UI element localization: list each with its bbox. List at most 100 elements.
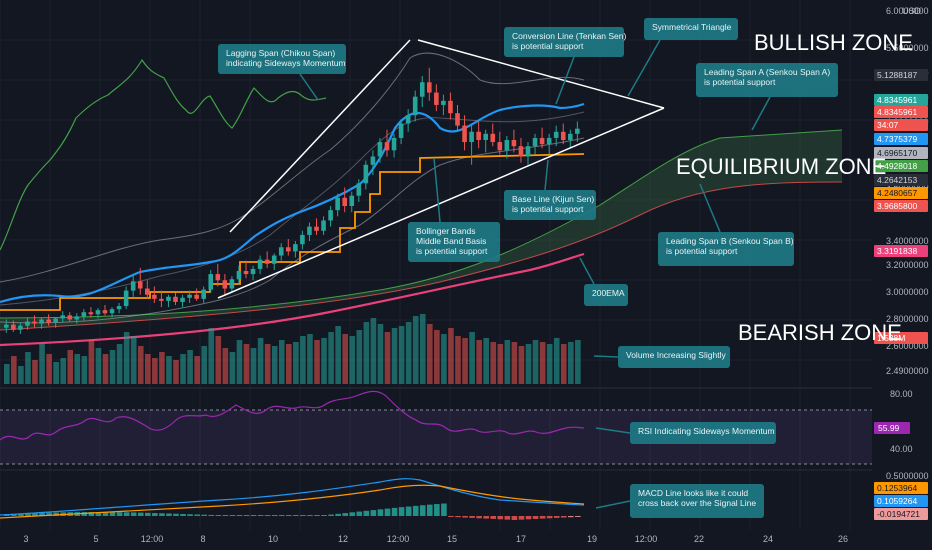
volume-bar (335, 326, 341, 384)
price-axis-label: 5.5000000 (886, 43, 929, 53)
price-badge (874, 332, 928, 344)
candle-body (116, 306, 122, 310)
callout-pointer (544, 159, 549, 191)
callout-box (658, 232, 794, 266)
currency-label: USD (902, 6, 922, 16)
macd-histogram-bar (109, 512, 116, 516)
volume-bar (159, 352, 165, 384)
candle-body (405, 115, 411, 124)
price-axis-label: 3.0000000 (886, 287, 929, 297)
candle-body (95, 310, 101, 315)
volume-bar (11, 356, 17, 384)
candle-body (384, 142, 390, 151)
volume-bar (511, 342, 518, 384)
callout-pointer (555, 56, 575, 105)
callout-pointer (433, 157, 441, 223)
callout-box (630, 484, 764, 518)
volume-bar (448, 328, 454, 384)
macd-histogram-bar (441, 503, 447, 516)
candle-body (476, 131, 481, 141)
candle-body (187, 294, 192, 298)
price-axis-pane (872, 0, 932, 550)
candle-body (201, 289, 206, 299)
equilibrium-zone-label: EQUILIBRIUM ZONE (676, 154, 886, 179)
time-axis: 3 5 12:00 8 10 12 12:00 15 17 19 12:00 22 24 26 (23, 534, 848, 544)
volume-bar (356, 330, 363, 384)
volume-bar (4, 364, 10, 384)
macd-histogram-bar (250, 515, 257, 516)
volume-bar (560, 344, 567, 384)
price-badge (874, 69, 928, 81)
macd-histogram-bar (490, 516, 497, 519)
rsi-axis-label: 80.00 (890, 389, 913, 399)
price-badge-text: 4.8345961 (877, 95, 917, 105)
candle-body (575, 128, 580, 134)
callout-pointer (699, 183, 721, 233)
macd-signal-line (0, 484, 585, 519)
macd-histogram-bar (553, 516, 560, 518)
candle-body (568, 133, 573, 141)
candle-body (328, 210, 333, 221)
macd-histogram-bar (180, 513, 186, 516)
candle-body (448, 100, 453, 114)
time-axis-label: 10 (268, 534, 278, 544)
time-axis-label: 19 (587, 534, 597, 544)
time-axis-label: 12:00 (635, 534, 658, 544)
macd-histogram-bar (300, 515, 306, 516)
macd-histogram-bar (321, 515, 327, 516)
triangle-lower-line (217, 107, 665, 299)
price-badge (874, 245, 928, 257)
volume-bar (349, 336, 356, 384)
callout-text: is potential support (512, 204, 584, 214)
macd-axis-label: 0.5000000 (886, 471, 929, 481)
candle-body (4, 324, 9, 328)
price-badges: 5.1288187 4.8345961 4.8345961 34:07 4.737537… (874, 69, 928, 520)
volume-bar (384, 332, 391, 384)
candle-body (53, 318, 58, 323)
candle-body (137, 281, 143, 289)
price-badge (874, 133, 928, 145)
volume-bar (264, 344, 271, 384)
macd-badge-text: 0.1059264 (877, 496, 917, 506)
volume-bar (497, 344, 504, 384)
macd-histogram-bar (314, 515, 320, 516)
candle-body (102, 310, 108, 314)
volume-bar (518, 346, 525, 384)
time-axis-label: 12:00 (387, 534, 410, 544)
candle-body (180, 297, 185, 302)
macd-histogram-bar (398, 507, 405, 516)
macd-badge-text: 0.1253964 (877, 483, 917, 493)
callout-pointer (579, 257, 595, 285)
candle-body (109, 309, 115, 314)
volume-bar (539, 342, 546, 384)
macd-histogram-bar (525, 516, 532, 520)
candle-body (236, 270, 242, 280)
callout: Volume Increasing Slightly (593, 346, 730, 368)
senkou-span-a-line (0, 129, 843, 319)
rsi-axis-label: 40.00 (890, 444, 913, 454)
candle-body (194, 294, 199, 299)
triangle-top-line (417, 39, 665, 109)
volume-bar (568, 342, 574, 384)
time-axis-label: 5 (93, 534, 98, 544)
callout-box (618, 346, 730, 368)
macd-histogram-bar (412, 505, 419, 516)
callout-text: is potential support (704, 77, 776, 87)
candle-body (250, 268, 256, 275)
candle-body (497, 142, 503, 151)
callout-text: is potential support (416, 246, 488, 256)
candle-body (46, 319, 51, 323)
volume-bar (419, 314, 426, 384)
volume-bar (370, 318, 377, 384)
macd-histogram-bar (370, 510, 377, 516)
price-badge-text: 4.2642153 (877, 175, 917, 185)
macd-histogram-bar (511, 516, 518, 520)
volume-bar (300, 336, 306, 384)
volume-bar (405, 322, 412, 384)
callout-text: cross back over the Signal Line (638, 498, 756, 508)
candlestick-series[interactable] (4, 67, 580, 334)
candle-body (166, 296, 171, 301)
macd-histogram-bar (377, 509, 384, 516)
